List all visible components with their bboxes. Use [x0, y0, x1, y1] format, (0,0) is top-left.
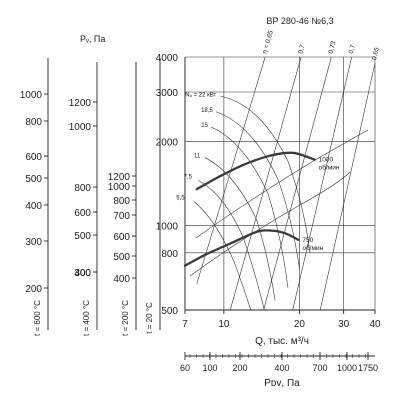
- power-label: 15: [201, 123, 208, 129]
- y-tick-label: 3000: [156, 88, 179, 99]
- pdv-axis-label: Pᴅᴠ, Па: [264, 378, 300, 389]
- power-label: Nᵤ = 22 кВт: [185, 92, 216, 98]
- plot-area: 7 10 20 30 40 4000 3000 2000 1000 800 500 η = 0,65 0…: [156, 30, 381, 330]
- x-tick-label: 10: [218, 319, 230, 330]
- y-tick-label: 500: [161, 306, 178, 317]
- efficiency-ray: [263, 56, 332, 311]
- series-label: 1000 об/мин: [319, 157, 340, 172]
- power-contour: [215, 111, 300, 270]
- power-label: 11: [194, 153, 201, 159]
- efficiency-label: 0,73: [328, 40, 338, 54]
- temp-scale-tick-label: 1000: [108, 182, 131, 193]
- chart-title: ВР 280-46 №6,3: [266, 16, 333, 26]
- efficiency-ray: [229, 56, 302, 311]
- pressure-header: Pᵥ, Па: [80, 34, 105, 44]
- pdv-tick-label: 1750: [358, 363, 378, 373]
- pdv-tick-label: 60: [180, 363, 190, 373]
- pdv-tick-label: 100: [202, 363, 217, 373]
- x-tick-label: 30: [338, 319, 350, 330]
- temp-scale-tick-label: 400: [25, 201, 42, 212]
- temp-scale-tick-label: 700: [113, 211, 130, 222]
- efficiency-ray: [319, 63, 376, 311]
- y-tick-label: 4000: [156, 53, 179, 64]
- efficiency-contour: [195, 129, 369, 239]
- x-tick-label: 7: [182, 319, 188, 330]
- temp-scale-tick-label: 500: [74, 231, 91, 242]
- x-tick-label: 20: [294, 319, 306, 330]
- temp-scale-label: t = 600 °C: [33, 300, 42, 336]
- temp-scale-tick-label: 1200: [69, 98, 92, 109]
- pdv-tick-label: 700: [312, 363, 327, 373]
- temp-scale-tick-label: 300: [25, 237, 42, 248]
- power-contour: [211, 126, 289, 288]
- series-label: 750 об/мин: [302, 237, 323, 252]
- temp-scale-tick-label: 200: [25, 284, 42, 295]
- temp-scale-tick-label: 800: [113, 196, 130, 207]
- power-label: 7,5: [184, 175, 193, 181]
- temp-scale-tick-label: 400: [74, 268, 91, 279]
- efficiency-contour: [189, 171, 351, 277]
- temp-scale-tick-label: 800: [25, 117, 42, 128]
- y-tick-label: 800: [161, 249, 178, 260]
- dynamic-pressure-axis: 60 100 200 400 700 1000 1750: [180, 352, 378, 373]
- temp-scale-tick-label: 1000: [69, 122, 92, 133]
- x-axis-label: Q, тыс. м³/ч: [255, 336, 309, 347]
- y-tick-label: 1000: [156, 222, 179, 233]
- pdv-tick-label: 400: [274, 363, 289, 373]
- power-label: 5,5: [176, 195, 185, 201]
- temp-scale-tick-label: 600: [25, 152, 42, 163]
- pdv-tick-label: 200: [232, 363, 247, 373]
- temp-scale-tick-label: 400: [113, 274, 130, 285]
- temp-scale-tick-label: 800: [74, 183, 91, 194]
- temp-scale-tick-label: 500: [113, 252, 130, 263]
- temp-scale-label: t = 20 °C: [145, 302, 154, 334]
- temp-scale-tick-label: 500: [25, 174, 42, 185]
- temp-scale-tick-label: 300: [74, 268, 91, 279]
- power-contour: [204, 157, 276, 301]
- temp-scale-label: t = 400 °C: [82, 300, 91, 336]
- temp-scale-tick-label: 600: [74, 208, 91, 219]
- pdv-tick-label: 1000: [337, 363, 357, 373]
- y-tick-label: 2000: [156, 137, 179, 148]
- temp-scale-tick-label: 600: [113, 232, 130, 243]
- efficiency-label: 0,7: [297, 44, 306, 55]
- efficiency-label: 0,7: [348, 44, 357, 55]
- curve-750-rpm: [183, 229, 300, 267]
- temp-scale-tick-label: 1000: [20, 90, 43, 101]
- power-label: 18,5: [201, 108, 213, 114]
- power-contour: [193, 201, 252, 311]
- efficiency-label: 0,65: [371, 46, 381, 60]
- temp-scale-tick-label: 1200: [108, 172, 131, 183]
- efficiency-ray: [292, 56, 352, 311]
- curve-1000-rpm: [195, 151, 316, 191]
- x-tick-label: 40: [369, 319, 381, 330]
- temp-scale-label: t = 200 °C: [121, 300, 130, 336]
- efficiency-label: η = 0,65: [261, 30, 275, 55]
- power-contour: [220, 95, 311, 253]
